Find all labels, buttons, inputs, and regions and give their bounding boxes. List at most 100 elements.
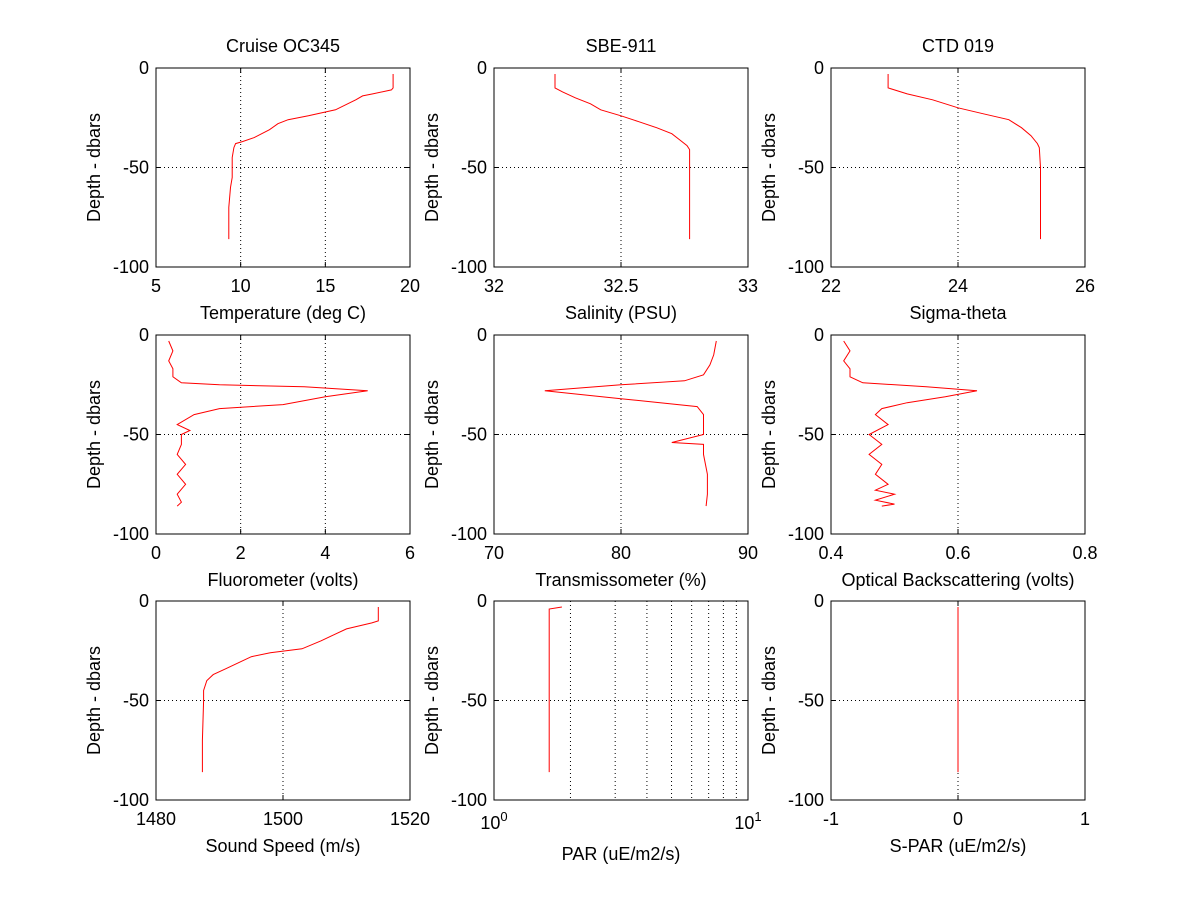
y-axis-label: Depth - dbars [422, 113, 442, 222]
axes-box [493, 600, 749, 801]
panel-7: 1480 1500 1520 0 -50 -100 Sound Speed (m/s) Dep… [84, 591, 430, 856]
y-tick-label: -100 [113, 257, 149, 277]
y-axis-label: Depth - dbars [84, 646, 104, 755]
y-tick-label: -50 [461, 158, 487, 178]
x-tick-label: 15 [315, 276, 335, 296]
panel-5: 70 80 90 0 -50 -100 Transmissometer (%) Depth -… [422, 325, 758, 590]
panel-title: Cruise OC345 [226, 36, 340, 56]
y-tick-label: -100 [113, 524, 149, 544]
y-tick-label: 0 [477, 325, 487, 345]
y-tick-label: 0 [477, 58, 487, 78]
y-tick-label: 0 [477, 591, 487, 611]
axes-box [155, 600, 411, 801]
y-tick-label: -100 [451, 790, 487, 810]
panel-9: -1 0 1 0 -50 -100 S-PAR (uE/m2/s) Depth - dbars [759, 591, 1090, 856]
x-axis-label: S-PAR (uE/m2/s) [890, 836, 1027, 856]
x-tick-label: 0.8 [1072, 543, 1097, 563]
y-tick-label: -50 [123, 425, 149, 445]
y-tick-label: -100 [451, 524, 487, 544]
panel-title: SBE-911 [586, 36, 657, 56]
axes-box [830, 334, 1086, 535]
y-tick-label: -100 [451, 257, 487, 277]
y-tick-label: -50 [461, 425, 487, 445]
panel-title: CTD 019 [922, 36, 994, 56]
x-tick-label: 33 [738, 276, 758, 296]
y-tick-label: -50 [123, 691, 149, 711]
profile-line [168, 340, 368, 507]
profile-line [548, 606, 562, 773]
x-axis-label: Sound Speed (m/s) [205, 836, 360, 856]
panel-3: 22 24 26 0 -50 -100 CTD 019 Sigma-theta Depth - … [759, 36, 1095, 323]
profile-line [887, 74, 1041, 240]
y-axis-label: Depth - dbars [422, 646, 442, 755]
y-axis-label: Depth - dbars [84, 380, 104, 489]
x-axis-label: Fluorometer (volts) [207, 570, 358, 590]
y-axis-label: Depth - dbars [84, 113, 104, 222]
axes-box [155, 334, 411, 535]
x-tick-label: 20 [400, 276, 420, 296]
x-tick-label: 1 [1080, 809, 1090, 829]
panel-2: 32 32.5 33 0 -50 -100 SBE-911 Salinity (PSU) Dep… [422, 36, 758, 323]
x-tick-label: 0.4 [818, 543, 843, 563]
profile-line [843, 340, 978, 507]
x-tick-label: 10 [231, 276, 251, 296]
y-tick-label: 0 [814, 58, 824, 78]
axes-box [493, 67, 749, 268]
x-tick-label: 4 [320, 543, 330, 563]
y-axis-label: Depth - dbars [759, 380, 779, 489]
y-tick-label: -100 [788, 790, 824, 810]
x-tick-label: 70 [484, 543, 504, 563]
x-tick-label: 32.5 [603, 276, 638, 296]
x-axis-label: Transmissometer (%) [535, 570, 706, 590]
y-tick-label: -100 [788, 524, 824, 544]
x-tick-label: 1520 [390, 809, 430, 829]
x-tick-label: 90 [738, 543, 758, 563]
y-tick-label: -100 [788, 257, 824, 277]
x-tick-label: -1 [823, 809, 839, 829]
x-axis-label: Temperature (deg C) [200, 303, 366, 323]
x-axis-label: Salinity (PSU) [565, 303, 677, 323]
y-axis-label: Depth - dbars [759, 646, 779, 755]
axes-box [830, 67, 1086, 268]
profile-line [544, 340, 717, 507]
y-tick-label: -100 [113, 790, 149, 810]
y-tick-label: -50 [798, 158, 824, 178]
panel-8: 100 101 0 -50 -100 PAR (uE/m2/s) Depth - dbars [422, 591, 762, 864]
x-tick-label: 0 [151, 543, 161, 563]
x-tick-label: 1480 [136, 809, 176, 829]
y-tick-label: -50 [798, 425, 824, 445]
y-axis-label: Depth - dbars [759, 113, 779, 222]
y-tick-label: -50 [798, 691, 824, 711]
x-tick-label: 5 [151, 276, 161, 296]
y-tick-label: 0 [814, 591, 824, 611]
panel-6: 0.4 0.6 0.8 0 -50 -100 Optical Backscattering … [759, 325, 1098, 590]
profile-line [201, 607, 379, 773]
y-tick-label: 0 [139, 58, 149, 78]
panel-4: 0 2 4 6 0 -50 -100 Fluorometer (volts) Depth - d… [84, 325, 415, 590]
y-tick-label: -50 [123, 158, 149, 178]
x-tick-label: 80 [611, 543, 631, 563]
axes-box [155, 67, 411, 268]
x-axis-label: Sigma-theta [909, 303, 1007, 323]
profile-line [228, 74, 394, 240]
x-axis-label: PAR (uE/m2/s) [562, 844, 681, 864]
x-tick-label: 22 [821, 276, 841, 296]
x-tick-label: 0 [953, 809, 963, 829]
y-tick-label: 0 [814, 325, 824, 345]
x-tick-label: 26 [1075, 276, 1095, 296]
x-tick-label: 6 [405, 543, 415, 563]
y-tick-label: 0 [139, 325, 149, 345]
x-tick-label: 2 [236, 543, 246, 563]
profile-line [554, 74, 691, 240]
x-tick-label: 32 [484, 276, 504, 296]
y-tick-label: 0 [139, 591, 149, 611]
x-tick-label: 24 [948, 276, 968, 296]
x-tick-label: 0.6 [945, 543, 970, 563]
panel-1: 5 10 15 20 0 -50 -100 Cruise OC345 Temperature (… [84, 36, 420, 323]
x-tick-label: 1500 [263, 809, 303, 829]
y-axis-label: Depth - dbars [422, 380, 442, 489]
x-axis-label: Optical Backscattering (volts) [841, 570, 1074, 590]
x-tick-label: 101 [734, 809, 761, 833]
y-tick-label: -50 [461, 691, 487, 711]
